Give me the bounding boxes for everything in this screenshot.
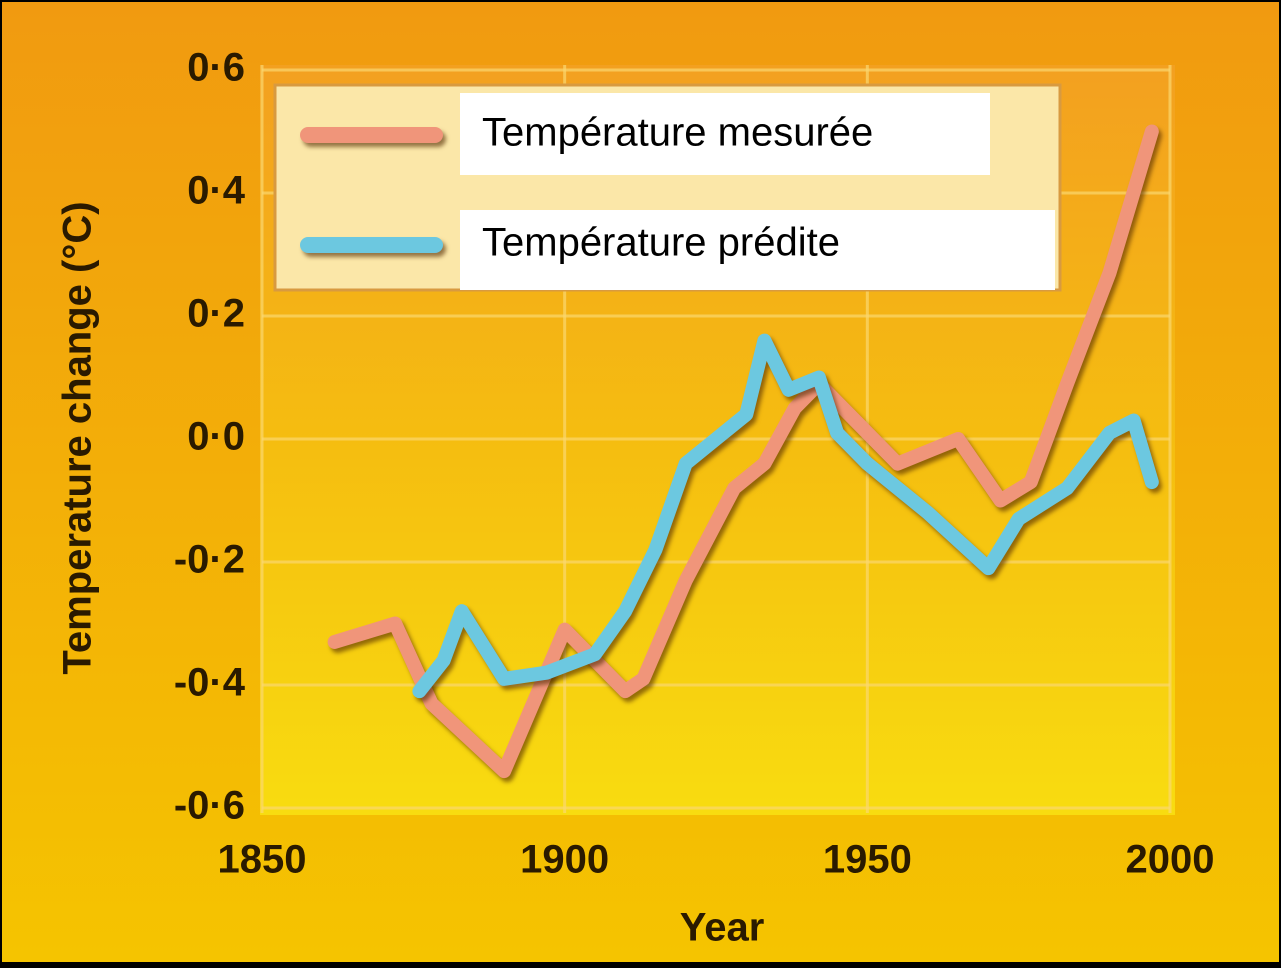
legend-label-bg — [460, 210, 1055, 290]
lines — [327, 124, 1159, 779]
y-tick-label: -0·4 — [174, 661, 246, 705]
x-tick-label: 2000 — [1126, 838, 1215, 882]
legend-label: Température mesurée — [482, 111, 873, 155]
y-tick-label: 0·2 — [187, 292, 245, 336]
data-line — [327, 124, 1159, 779]
y-tick-label: 0·4 — [187, 169, 246, 213]
y-tick-label: -0·6 — [174, 784, 245, 828]
x-tick-label: 1850 — [218, 838, 307, 882]
x-axis-title: Year — [680, 906, 765, 950]
y-tick-label: 0·6 — [187, 46, 245, 90]
y-tick-label: 0·0 — [187, 415, 245, 459]
data-line — [412, 333, 1159, 699]
y-axis-title: Temperature change (°C) — [56, 201, 100, 674]
legend: Température mesurée Température prédite — [300, 111, 873, 265]
legend-label: Température prédite — [482, 221, 840, 265]
x-tick-label: 1900 — [520, 838, 609, 882]
y-tick-label: -0·2 — [174, 538, 245, 582]
x-tick-label: 1950 — [823, 838, 912, 882]
legend-label-bg — [460, 93, 990, 175]
